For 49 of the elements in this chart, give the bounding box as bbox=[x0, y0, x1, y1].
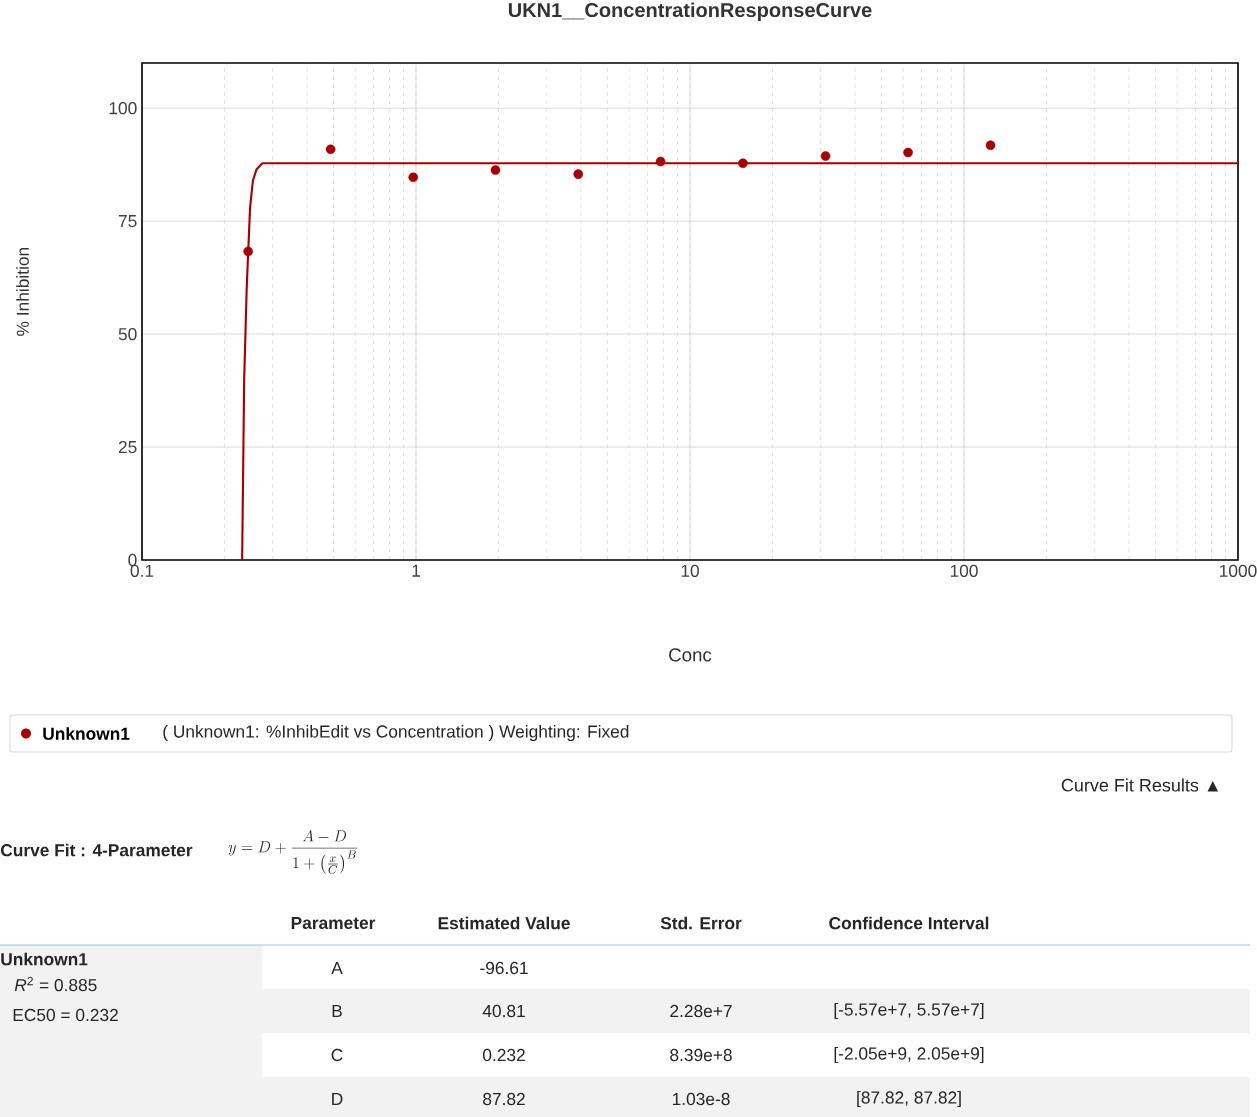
text: 87.82 bbox=[483, 1092, 525, 1106]
x-tick-label: 0.1 bbox=[130, 564, 154, 577]
x-tick-label: 10 bbox=[681, 564, 699, 577]
text: 40.81 bbox=[482, 1004, 525, 1018]
point bbox=[243, 246, 253, 257]
point bbox=[655, 156, 666, 167]
text: Estimated Value bbox=[438, 916, 570, 930]
text: Curve Fit Results ▲ bbox=[1061, 778, 1219, 792]
text: 8.39e+8 bbox=[670, 1048, 732, 1062]
x-tick-label: 1000 bbox=[1220, 564, 1257, 577]
text: A bbox=[331, 962, 343, 974]
y-tick-label: 100 bbox=[109, 102, 137, 115]
y-tick-label: 0 bbox=[128, 553, 137, 567]
text: 2.28e+7 bbox=[670, 1004, 732, 1018]
point bbox=[903, 147, 913, 158]
x-tick-label: 1 bbox=[412, 564, 420, 577]
text: B bbox=[332, 1005, 342, 1017]
x-axis-title: Conc bbox=[669, 648, 712, 662]
text: 0.232 bbox=[482, 1048, 525, 1062]
y-tick-label: 75 bbox=[118, 215, 137, 228]
x-tick-label: 100 bbox=[950, 564, 978, 577]
point bbox=[325, 144, 336, 155]
text: D bbox=[332, 1093, 343, 1105]
text: [-5.57e+7, 5.57e+7] bbox=[834, 1002, 984, 1020]
text: EC50 = 0.232 bbox=[13, 1008, 118, 1022]
y-axis-title: % Inhibition bbox=[16, 247, 29, 336]
text: R$^{2}$ = 0.885 bbox=[14, 976, 97, 992]
text: Unknown1 bbox=[1, 952, 88, 966]
point bbox=[820, 151, 831, 161]
y-tick-label: 25 bbox=[118, 440, 137, 454]
text: ( Unknown1: %InhibEdit vs Concentration ) Weighting: Fixed bbox=[163, 724, 629, 742]
text: [-2.05e+9, 2.05e+9] bbox=[834, 1046, 984, 1064]
point bbox=[408, 172, 419, 183]
text: Parameter bbox=[291, 916, 376, 930]
text: Std. Error bbox=[660, 916, 742, 930]
legend-label: Unknown1 bbox=[43, 727, 130, 740]
y-tick-label: 50 bbox=[118, 327, 137, 341]
text: C bbox=[331, 1048, 343, 1062]
text: [87.82, 87.82] bbox=[857, 1090, 961, 1108]
text: $y = D + \frac{A - D}{1 + \left(\frac{x}{C}\right)^{B}}$ bbox=[228, 829, 358, 874]
text: Confidence Interval bbox=[829, 916, 989, 930]
point bbox=[738, 158, 748, 169]
point bbox=[985, 140, 996, 151]
point bbox=[573, 169, 584, 179]
chart-title: UKN1__ConcentrationResponseCurve bbox=[508, 2, 872, 22]
point bbox=[490, 165, 501, 175]
text: Curve Fit : 4-Parameter bbox=[0, 843, 193, 857]
text: 1.03e-8 bbox=[672, 1092, 730, 1106]
text: -96.61 bbox=[480, 961, 528, 975]
